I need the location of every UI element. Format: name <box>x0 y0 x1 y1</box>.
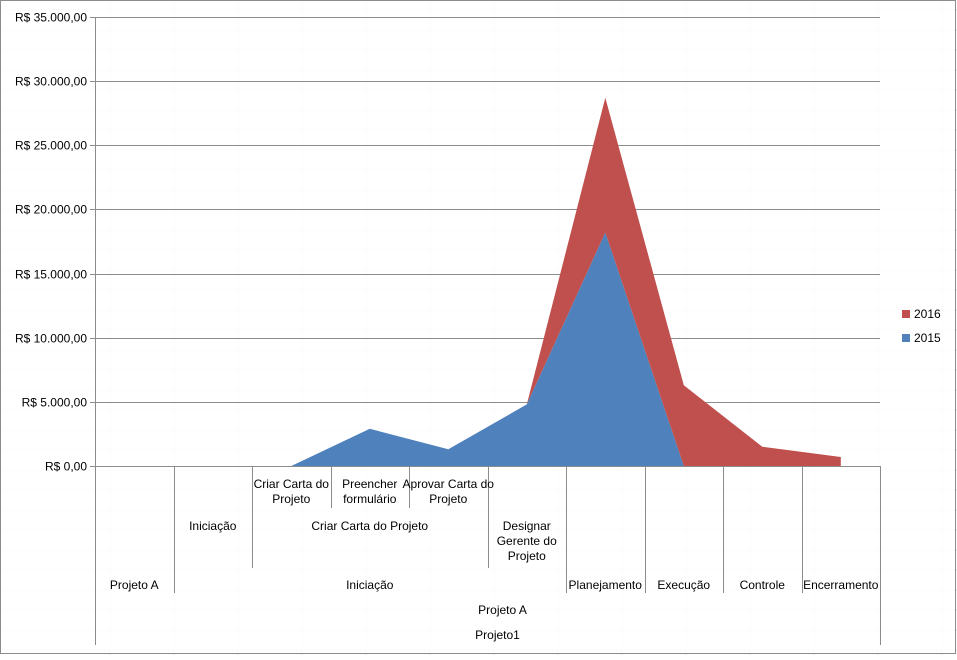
x-tick-label: Planejamento <box>569 578 643 592</box>
y-tick-label: R$ 10.000,00 <box>15 332 87 346</box>
area-series-2016 <box>134 97 841 467</box>
x-tick-label: Designar Gerente do Projeto <box>497 519 557 563</box>
y-tick-label: R$ 0,00 <box>45 460 87 474</box>
x-tick-label: Iniciação <box>346 578 394 592</box>
area-series <box>134 97 841 467</box>
x-tick-label: Projeto1 <box>475 628 520 642</box>
x-tick-label: Encerramento <box>803 578 879 592</box>
x-tick-label: Aprovar Carta do Projeto <box>403 477 495 506</box>
y-tick-label: R$ 5.000,00 <box>22 396 88 410</box>
y-tick-label: R$ 20.000,00 <box>15 203 87 217</box>
x-tick-label: Controle <box>740 578 786 592</box>
y-tick-label: R$ 35.000,00 <box>15 11 87 25</box>
x-tick-label: Criar Carta do Projeto <box>254 477 330 506</box>
legend: 2016 2015 <box>902 307 941 345</box>
x-tick-label: Criar Carta do Projeto <box>311 519 428 533</box>
x-tick-label: Execução <box>657 578 710 592</box>
y-tick-label: R$ 15.000,00 <box>15 268 87 282</box>
y-tick-label: R$ 25.000,00 <box>15 139 87 153</box>
y-axis-tick-labels: R$ 0,00 R$ 5.000,00 R$ 10.000,00 R$ 15.000,… <box>15 11 87 474</box>
legend-swatch-2016 <box>902 310 910 318</box>
legend-swatch-2015 <box>902 334 910 342</box>
x-tick-label: Projeto A <box>478 603 527 617</box>
x-tick-label: Projeto A <box>110 578 159 592</box>
x-axis: Criar Carta do Projeto Preencher formulário… <box>95 466 881 645</box>
x-tick-label: Iniciação <box>189 519 237 533</box>
legend-label-2015: 2015 <box>914 331 941 345</box>
x-tick-label: Preencher formulário <box>342 477 397 506</box>
y-tick-label: R$ 30.000,00 <box>15 75 87 89</box>
legend-label-2016: 2016 <box>914 307 941 321</box>
